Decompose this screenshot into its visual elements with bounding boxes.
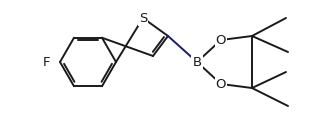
Text: O: O [216,33,226,46]
Text: S: S [139,12,147,25]
Text: B: B [192,56,202,68]
Text: F: F [42,56,50,68]
Text: O: O [216,78,226,91]
